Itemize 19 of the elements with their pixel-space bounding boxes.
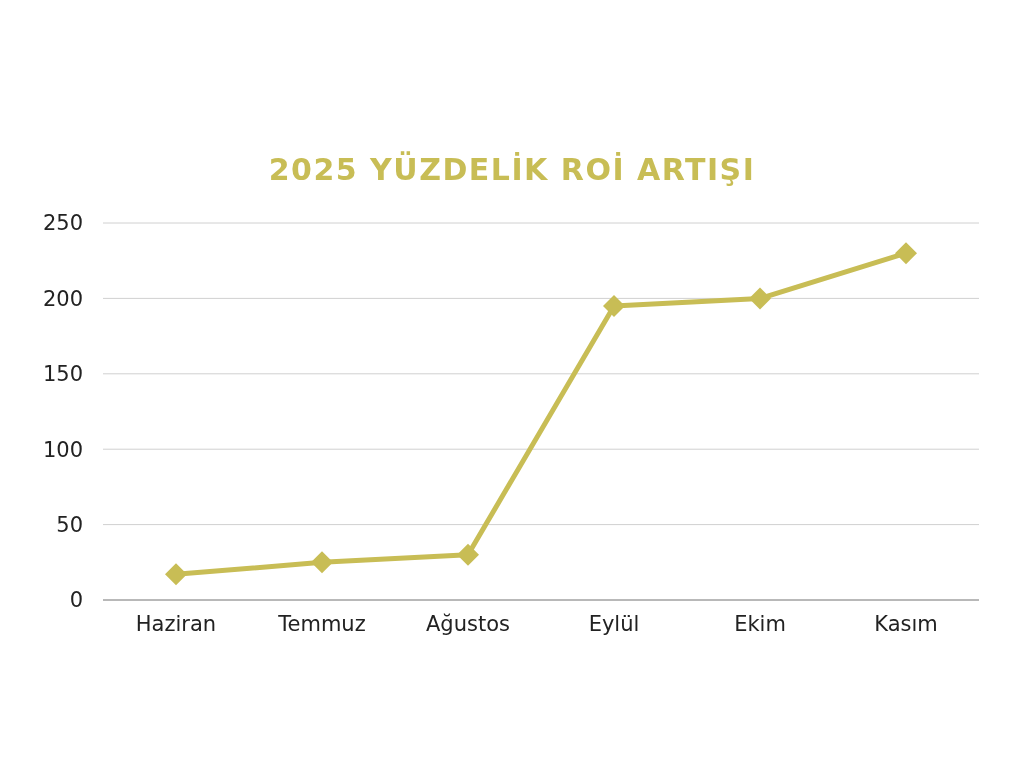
point bbox=[165, 563, 187, 586]
x-tick-label: Temmuz bbox=[277, 611, 366, 636]
x-tick-label: Ekim bbox=[734, 611, 786, 636]
y-tick-label: 150 bbox=[42, 362, 83, 387]
x-tick-label: Eylül bbox=[588, 611, 640, 636]
y-tick-label: 50 bbox=[56, 513, 83, 538]
x-tick-label: Ağustos bbox=[426, 611, 510, 636]
point bbox=[457, 543, 479, 566]
point bbox=[749, 287, 771, 310]
chart-subtitle: 2025 YÜZDELİK ROİ ARTIŞI bbox=[267, 152, 757, 187]
point bbox=[311, 551, 333, 574]
y-tick-label: 0 bbox=[69, 588, 83, 613]
x-tick-label: Kasım bbox=[874, 611, 938, 636]
point bbox=[603, 294, 625, 317]
y-tick-label: 200 bbox=[42, 286, 83, 311]
x-tick-label: Haziran bbox=[135, 611, 217, 636]
point bbox=[895, 242, 917, 265]
y-tick-label: 100 bbox=[42, 437, 83, 462]
y-tick-label: 250 bbox=[42, 211, 83, 236]
